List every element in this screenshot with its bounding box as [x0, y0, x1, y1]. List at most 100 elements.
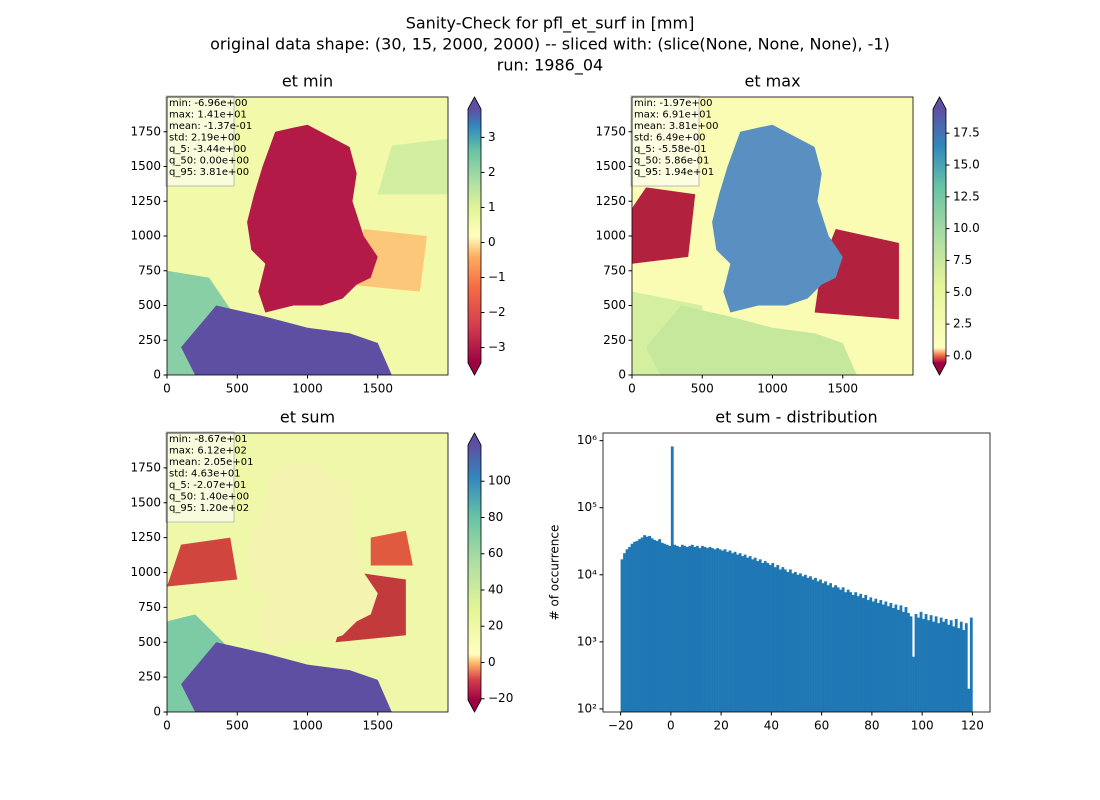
stats-line: q_95: 1.20e+02: [169, 503, 249, 514]
bar: [645, 536, 649, 712]
bar: [698, 548, 702, 712]
bar: [768, 564, 772, 712]
bar: [726, 551, 729, 712]
axes-title: et min: [282, 72, 333, 91]
colorbar-tick-label: 0: [488, 235, 496, 249]
bar: [706, 548, 709, 712]
bar: [851, 594, 855, 712]
bar: [942, 621, 946, 712]
bar: [761, 562, 765, 712]
colorbar-tick-label: −1: [488, 270, 506, 284]
stats-line: mean: 2.05e+01: [169, 457, 253, 468]
bar: [758, 559, 762, 712]
stats-line: max: 6.91e+01: [634, 110, 712, 121]
bar: [721, 550, 724, 712]
colorbar-extend: [468, 363, 481, 375]
bar: [841, 587, 845, 712]
stats-line: q_5: -2.07e+01: [169, 480, 246, 491]
colorbar-tick-label: −20: [488, 691, 513, 705]
stats-line: max: 6.12e+02: [169, 446, 247, 457]
bar: [675, 545, 679, 712]
colorbar-tick-label: 100: [488, 474, 511, 488]
y-tick-label: 250: [603, 333, 626, 347]
x-tick-label: 0: [163, 382, 171, 396]
bar: [738, 553, 742, 712]
bar: [886, 606, 890, 712]
bar: [927, 620, 930, 712]
bar: [690, 544, 694, 712]
bar: [643, 535, 647, 712]
y-tick-label: 10⁵: [577, 500, 597, 514]
y-tick-label: 500: [603, 298, 626, 312]
colorbar-extend: [933, 97, 946, 109]
bar: [688, 545, 692, 712]
y-tick-label: 0: [153, 368, 161, 382]
bar: [701, 545, 704, 712]
map-region: [167, 537, 238, 587]
y-tick-label: 750: [138, 263, 161, 277]
stats-background: [165, 431, 235, 523]
colorbar-extend: [468, 97, 481, 109]
bar: [962, 630, 966, 712]
y-tick-label: 1250: [130, 194, 161, 208]
bar: [796, 574, 800, 712]
bar: [957, 628, 961, 712]
x-tick-label: 500: [691, 382, 714, 396]
suptitle: original data shape: (30, 15, 2000, 2000…: [210, 35, 890, 54]
bar: [821, 583, 825, 712]
colorbar-tick-label: −3: [488, 340, 506, 354]
colorbar-tick-label: 10.0: [953, 221, 980, 235]
axes-frame: [631, 96, 914, 376]
stats-line: q_95: 1.94e+01: [634, 167, 714, 178]
y-tick-label: 1500: [595, 159, 626, 173]
bar: [660, 542, 664, 712]
map-region: [712, 124, 843, 313]
map-region: [247, 124, 378, 313]
bar: [648, 535, 652, 712]
bar: [693, 546, 697, 712]
bar: [625, 549, 629, 712]
bar: [856, 596, 860, 712]
colorbar-tick-label: −2: [488, 305, 506, 319]
bar: [633, 541, 636, 712]
bar: [778, 569, 782, 712]
y-tick-label: 1250: [595, 194, 626, 208]
bar: [876, 602, 880, 712]
stats-line: mean: 3.81e+00: [634, 121, 718, 132]
bar: [711, 548, 714, 712]
bar: [753, 557, 757, 712]
map-region: [247, 460, 378, 650]
y-tick-label: 1500: [130, 159, 161, 173]
bar: [967, 688, 971, 712]
bar: [683, 545, 687, 712]
bar: [653, 540, 657, 712]
x-tick-label: 500: [226, 382, 249, 396]
bar: [889, 602, 893, 712]
bar: [884, 601, 888, 712]
bar: [859, 593, 863, 712]
stats-line: mean: -1.37e-01: [169, 121, 252, 132]
bar: [907, 612, 910, 712]
x-tick-label: 1500: [827, 382, 858, 396]
bar: [881, 604, 885, 712]
x-tick-label: 1500: [362, 382, 393, 396]
bar: [947, 624, 951, 712]
bar: [793, 572, 797, 712]
bar: [912, 656, 915, 712]
bar: [902, 611, 905, 712]
stats-line: min: -1.97e+00: [634, 98, 713, 109]
axes-title: et sum: [280, 408, 335, 427]
y-axis-label: # of occurrence: [548, 525, 562, 621]
bar: [944, 618, 948, 712]
bar: [849, 592, 853, 712]
bar: [638, 539, 641, 712]
bar: [685, 546, 689, 712]
x-tick-label: 40: [764, 719, 779, 733]
y-tick-label: 250: [138, 333, 161, 347]
bar: [773, 567, 777, 712]
colorbar-outline: [467, 432, 482, 713]
bar: [680, 544, 684, 712]
colorbar-extend: [933, 363, 946, 375]
y-tick-label: 1000: [130, 229, 161, 243]
bar: [668, 545, 672, 712]
